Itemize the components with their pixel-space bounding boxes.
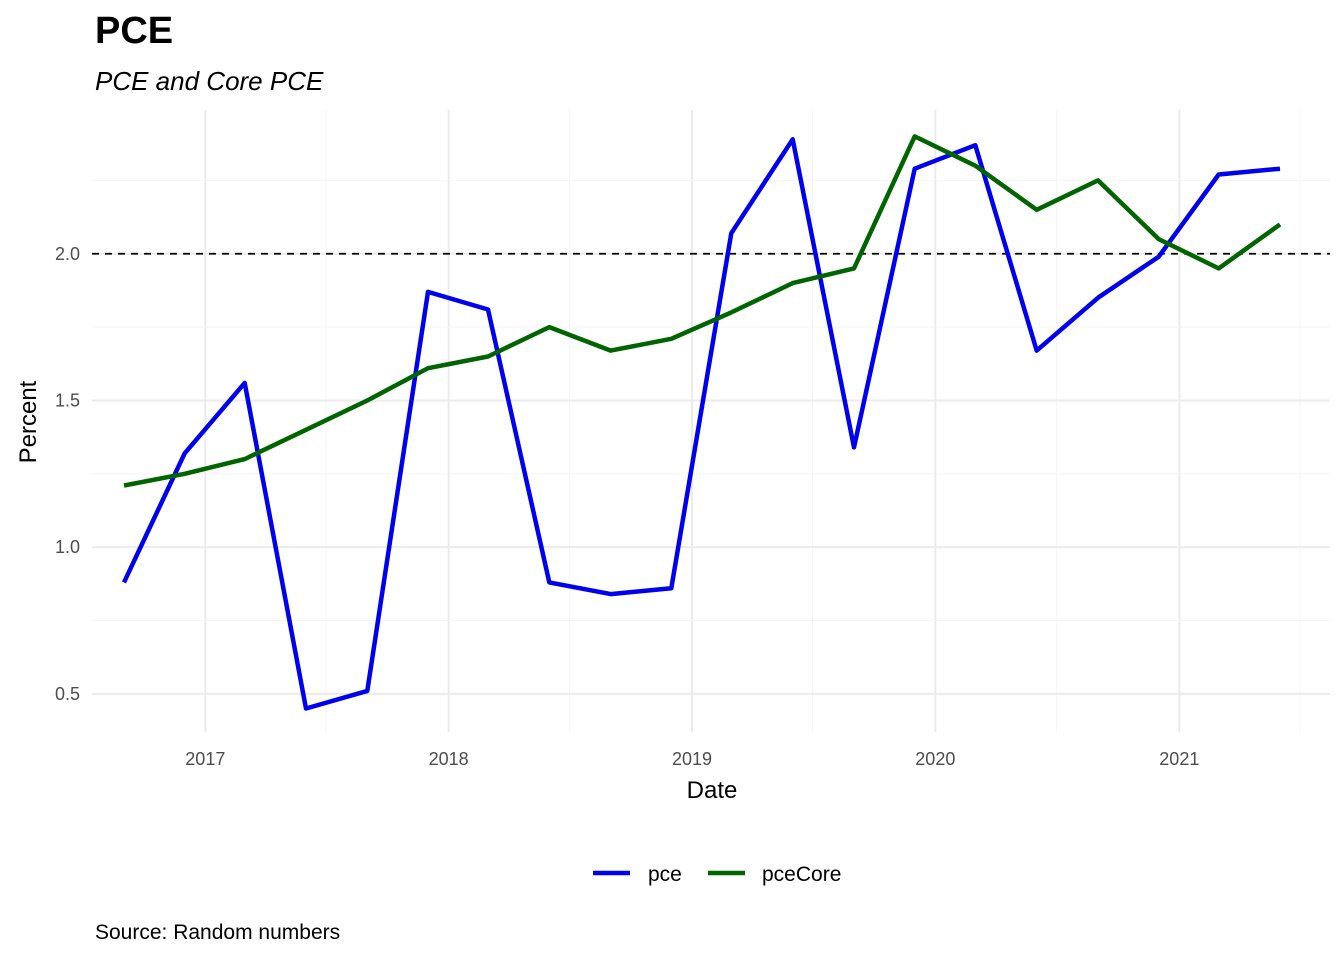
x-tick-label: 2020	[915, 749, 955, 769]
y-tick-label: 1.5	[55, 390, 80, 410]
legend-label-pceCore: pceCore	[762, 863, 841, 886]
chart-caption: Source: Random numbers	[95, 921, 341, 944]
x-axis-title: Date	[687, 777, 738, 804]
y-tick-labels: 0.5 1.0 1.5 2.0	[55, 244, 80, 704]
x-tick-labels: 2017 2018 2019 2020 2021	[185, 749, 1199, 769]
x-tick-label: 2018	[429, 749, 469, 769]
x-tick-label: 2017	[185, 749, 225, 769]
x-tick-label: 2019	[672, 749, 712, 769]
series-lines	[121, 134, 1282, 711]
y-tick-label: 2.0	[55, 244, 80, 264]
x-tick-label: 2021	[1159, 749, 1199, 769]
legend-label-pce: pce	[648, 863, 682, 886]
grid-lines	[92, 110, 1330, 732]
chart-title: PCE	[95, 10, 174, 52]
series-line-pce	[121, 137, 1281, 711]
legend: pce pceCore	[593, 863, 841, 886]
y-tick-label: 0.5	[55, 684, 80, 704]
series-line-pceCore	[123, 134, 1282, 488]
y-axis-title: Percent	[15, 380, 42, 463]
chart-subtitle: PCE and Core PCE	[95, 66, 324, 96]
y-tick-label: 1.0	[55, 537, 80, 557]
